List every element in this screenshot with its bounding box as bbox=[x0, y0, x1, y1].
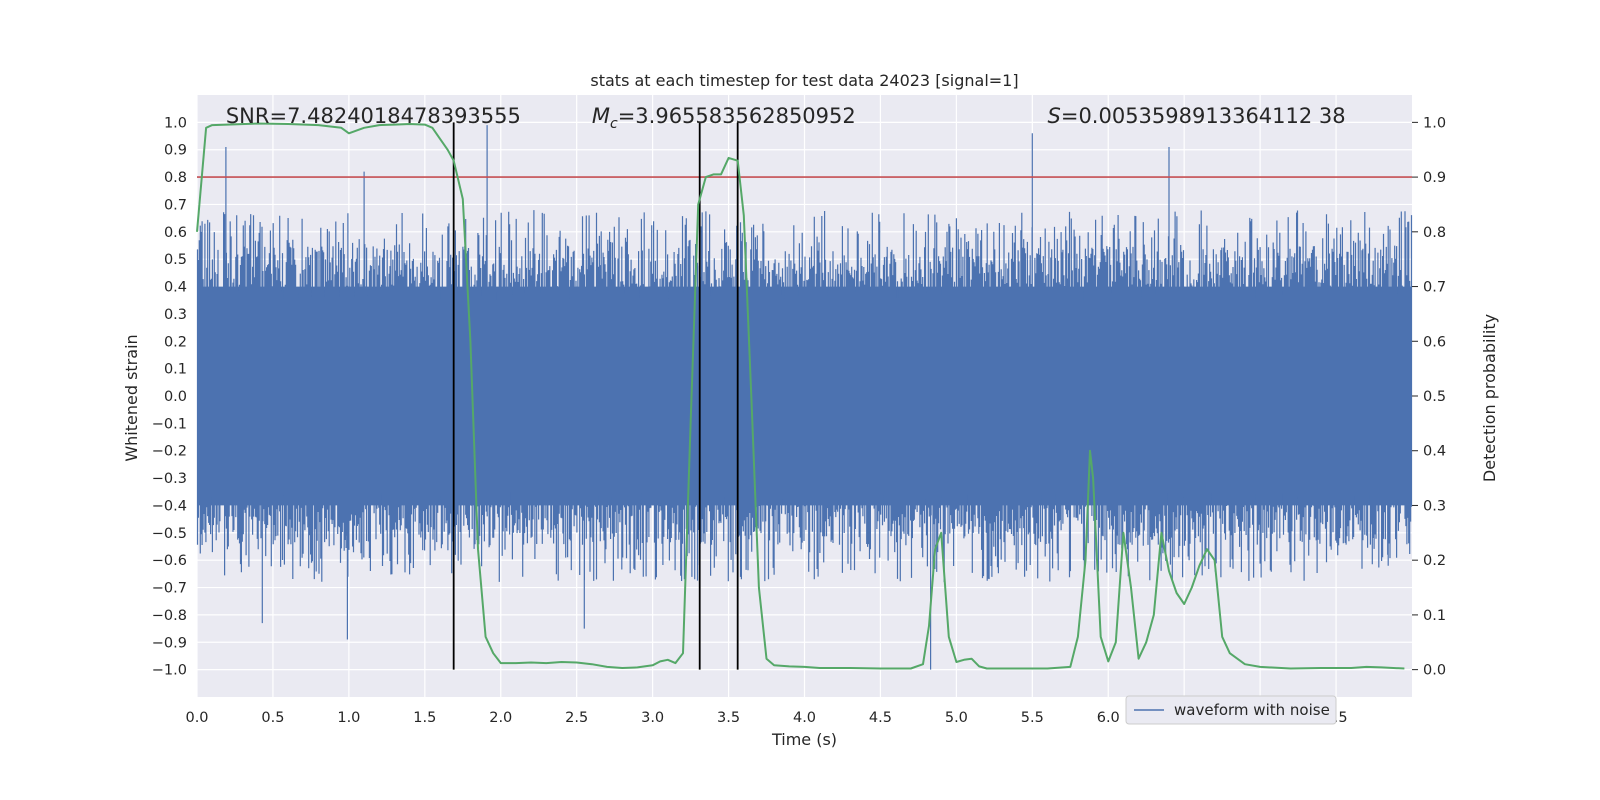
y-tick-label: 0.7 bbox=[164, 197, 187, 213]
y-tick-label: −0.4 bbox=[152, 498, 187, 514]
x-tick-label: 5.5 bbox=[1021, 710, 1044, 726]
y2-tick-label: 0.4 bbox=[1423, 444, 1446, 460]
y2-tick-label: 0.0 bbox=[1423, 663, 1446, 679]
s-value: =0.0053598913364112 38 bbox=[1061, 104, 1346, 128]
x-tick-label: 3.5 bbox=[717, 710, 740, 726]
y-tick-label: 1.0 bbox=[164, 115, 187, 131]
y-tick-label: −0.8 bbox=[152, 608, 187, 624]
y2-tick-label: 1.0 bbox=[1423, 115, 1446, 131]
legend-label: waveform with noise bbox=[1174, 701, 1330, 719]
detection-probability-series bbox=[196, 122, 1405, 670]
y-tick-label: 0.2 bbox=[164, 334, 187, 350]
x-axis-label: Time (s) bbox=[771, 730, 837, 749]
y2-tick-label: 0.2 bbox=[1423, 553, 1446, 569]
y2-axis-ticks: 1.0 0.9 0.8 0.7 0.6 0.5 0.4 0.3 0.2 0.1 0.0 bbox=[1412, 115, 1446, 679]
s-symbol: S bbox=[1048, 104, 1061, 128]
y2-tick-label: 0.5 bbox=[1423, 389, 1446, 405]
y-tick-label: 0.9 bbox=[164, 143, 187, 159]
chirp-mass-symbol: M bbox=[592, 104, 610, 128]
y2-tick-label: 0.9 bbox=[1423, 170, 1446, 186]
chart-title: stats at each timestep for test data 240… bbox=[590, 71, 1018, 90]
legend: waveform with noise bbox=[1125, 695, 1337, 725]
x-tick-label: 2.5 bbox=[565, 710, 588, 726]
y2-tick-label: 0.7 bbox=[1423, 280, 1446, 296]
s-annotation: S=0.0053598913364112 38 bbox=[1048, 104, 1346, 128]
waveform-line bbox=[196, 125, 1413, 670]
legend-box bbox=[1125, 695, 1337, 725]
y2-tick-label: 0.8 bbox=[1423, 225, 1446, 241]
y2-tick-label: 0.3 bbox=[1423, 498, 1446, 514]
waveform-with-noise-series bbox=[196, 125, 1413, 670]
y-tick-label: 0.8 bbox=[164, 170, 187, 186]
y-tick-label: −0.1 bbox=[152, 416, 187, 432]
x-tick-label: 1.5 bbox=[413, 710, 436, 726]
x-tick-label: 4.5 bbox=[869, 710, 892, 726]
y-tick-label: −0.7 bbox=[152, 581, 187, 597]
chirp-mass-subscript: c bbox=[610, 116, 618, 132]
chirp-mass-value: =3.965583562850952 bbox=[618, 104, 856, 128]
y-tick-label: 0.1 bbox=[164, 362, 187, 378]
y-tick-label: 0.0 bbox=[164, 389, 187, 405]
y-tick-label: −0.3 bbox=[152, 471, 187, 487]
x-tick-label: 0.5 bbox=[261, 710, 284, 726]
vertical-marker-lines bbox=[452, 122, 739, 670]
x-tick-label: 6.0 bbox=[1097, 710, 1120, 726]
x-tick-label: 0.0 bbox=[185, 710, 208, 726]
y-axis-ticks: 1.0 0.9 0.8 0.7 0.6 0.5 0.4 0.3 0.2 0.1 0.0 −0.1 −0.… bbox=[152, 115, 187, 678]
y2-axis-label: Detection probability bbox=[1480, 314, 1499, 482]
y-tick-label: −0.9 bbox=[152, 635, 187, 651]
x-tick-label: 2.0 bbox=[489, 710, 512, 726]
x-tick-label: 5.0 bbox=[945, 710, 968, 726]
y-tick-label: 0.6 bbox=[164, 225, 187, 241]
chirp-mass-annotation: Mc=3.965583562850952 bbox=[592, 104, 856, 132]
y2-tick-label: 0.1 bbox=[1423, 608, 1446, 624]
y-tick-label: 0.5 bbox=[164, 252, 187, 268]
y-tick-label: −0.2 bbox=[152, 444, 187, 460]
x-tick-label: 1.0 bbox=[337, 710, 360, 726]
x-tick-label: 3.0 bbox=[641, 710, 664, 726]
detection-probability-line bbox=[196, 122, 1405, 670]
y-axis-label: Whitened strain bbox=[122, 334, 141, 461]
y-tick-label: 0.3 bbox=[164, 307, 187, 323]
y-tick-label: −0.6 bbox=[152, 553, 187, 569]
y-tick-label: 0.4 bbox=[164, 280, 187, 296]
snr-annotation: SNR=7.4824018478393555 bbox=[226, 104, 521, 128]
x-tick-label: 4.0 bbox=[793, 710, 816, 726]
y-tick-label: −0.5 bbox=[152, 526, 187, 542]
y2-tick-label: 0.6 bbox=[1423, 334, 1446, 350]
y-tick-label: −1.0 bbox=[152, 663, 187, 679]
